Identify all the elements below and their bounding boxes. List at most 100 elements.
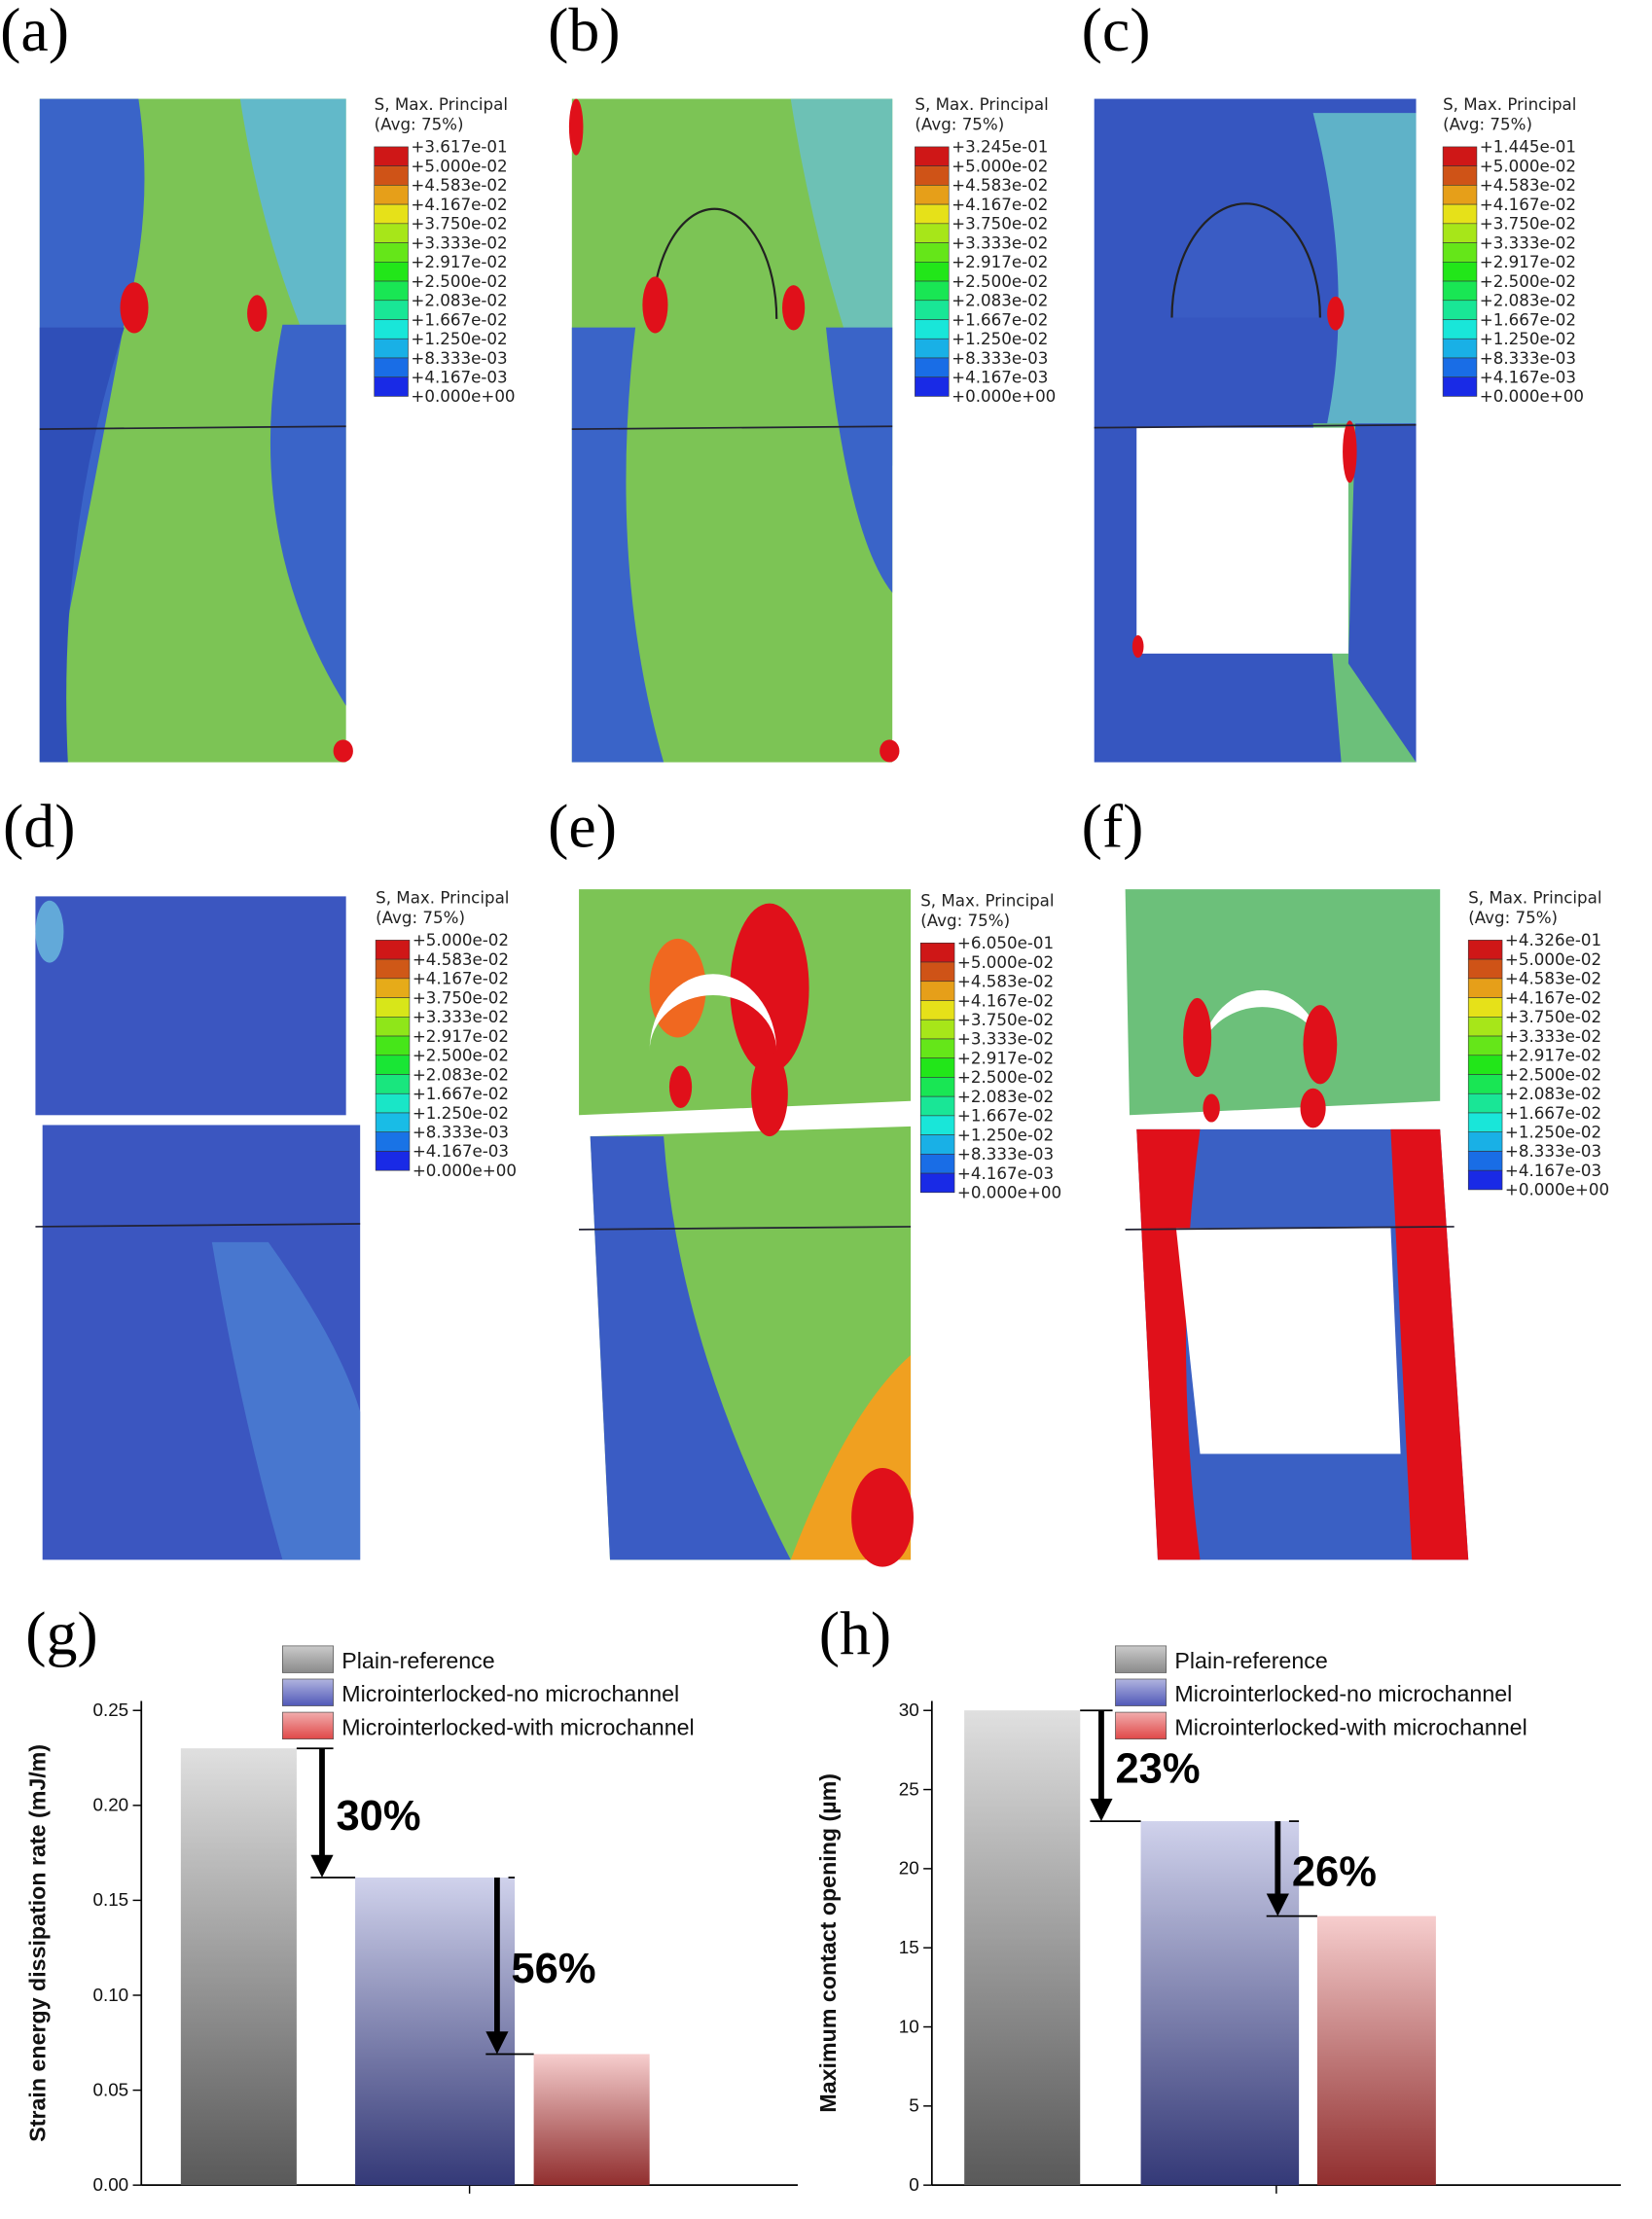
- legend-title: S, Max. Principal: [1443, 95, 1576, 114]
- legend-band: [919, 1077, 955, 1097]
- legend-band: [374, 300, 409, 320]
- legend-band: [915, 319, 950, 340]
- legend-level: +0.000e+00: [1505, 1181, 1609, 1199]
- legend-level: +4.167e-02: [1480, 196, 1576, 214]
- legend-level: +0.000e+00: [952, 387, 1056, 406]
- legend-level: +2.500e-02: [411, 272, 507, 291]
- legend-band: [919, 1038, 955, 1058]
- y-tick-label: 5: [909, 2095, 919, 2116]
- legend-level: +3.333e-02: [1480, 233, 1576, 252]
- legend-band: [375, 1092, 411, 1114]
- interface-line: [571, 425, 893, 430]
- legend-level: +0.000e+00: [413, 1162, 517, 1180]
- legend-label: Plain-reference: [1174, 1648, 1327, 1673]
- legend-title: S, Max. Principal: [375, 95, 508, 114]
- legend-band: [374, 242, 409, 263]
- hole: [1175, 1228, 1401, 1454]
- legend-band: [1442, 203, 1478, 225]
- interface-line: [35, 1223, 361, 1228]
- legend-band: [915, 165, 950, 186]
- legend-band: [375, 1055, 411, 1075]
- legend-band: [374, 319, 409, 340]
- legend-band: [374, 185, 409, 205]
- legend-band: [374, 223, 409, 243]
- panel-label: (d): [3, 792, 75, 861]
- bar-shade: [533, 2054, 650, 2186]
- y-tick-label: 0: [909, 2174, 919, 2195]
- legend-band: [374, 376, 409, 397]
- legend-band: [919, 942, 955, 963]
- legend-level: +1.250e-02: [413, 1104, 509, 1123]
- legend-title: S, Max. Principal: [1468, 889, 1601, 908]
- legend-band: [1442, 262, 1478, 282]
- legend-band: [374, 262, 409, 282]
- y-tick-label: 10: [899, 2016, 919, 2036]
- legend-level: +3.617e-01: [411, 138, 507, 157]
- legend-level: +8.333e-03: [952, 349, 1048, 368]
- legend-swatch: [1115, 1678, 1167, 1706]
- region: [590, 1136, 791, 1560]
- legend-level: +5.000e-02: [957, 953, 1054, 972]
- legend-band: [915, 338, 950, 359]
- legend-band: [1467, 1092, 1503, 1114]
- y-axis-label: Strain energy dissipation rate (mJ/m): [25, 1744, 51, 2142]
- hotspot: [333, 739, 353, 763]
- interface-line: [1094, 423, 1417, 429]
- legend-subtitle: (Avg: 75%): [915, 115, 1004, 133]
- legend-band: [915, 376, 950, 397]
- y-tick-label: 0.00: [92, 2174, 128, 2195]
- legend-level: +4.167e-02: [957, 991, 1054, 1010]
- legend-band: [1467, 978, 1503, 998]
- legend-label: Microinterlocked-no microchannel: [1174, 1681, 1512, 1706]
- legend-band: [919, 1134, 955, 1155]
- region: [35, 900, 64, 963]
- hotspot: [880, 739, 900, 763]
- legend-level: +1.667e-02: [413, 1085, 509, 1103]
- legend-label: Microinterlocked-with microchannel: [341, 1714, 694, 1739]
- legend-level: +2.083e-02: [411, 292, 507, 310]
- legend-title: S, Max. Principal: [920, 892, 1054, 911]
- legend-level: +1.667e-02: [1480, 310, 1576, 329]
- region: [211, 1241, 361, 1560]
- legend-subtitle: (Avg: 75%): [376, 909, 465, 927]
- legend-band: [915, 242, 950, 263]
- legend-band: [375, 1035, 411, 1056]
- legend-band: [375, 1017, 411, 1037]
- body: [35, 896, 346, 1116]
- legend-swatch: [1115, 1711, 1167, 1740]
- legend-level: +8.333e-03: [1505, 1142, 1601, 1161]
- legend-band: [1467, 1169, 1503, 1191]
- annotation: 30%: [336, 1793, 420, 1840]
- hotspot: [751, 1052, 788, 1137]
- legend-level: +2.500e-02: [957, 1068, 1054, 1087]
- legend-level: +1.667e-02: [1505, 1104, 1601, 1123]
- legend-level: +5.000e-02: [1480, 157, 1576, 175]
- legend-band: [1442, 185, 1478, 205]
- region: [269, 324, 346, 706]
- legend-level: +5.000e-02: [411, 157, 507, 175]
- hole: [649, 974, 777, 1053]
- bar-shade: [1316, 1915, 1436, 2186]
- y-tick-label: 0.25: [92, 1700, 128, 1720]
- legend-band: [1442, 280, 1478, 302]
- hole: [1200, 989, 1325, 1053]
- legend-level: +4.583e-02: [1480, 176, 1576, 195]
- legend-band: [1442, 338, 1478, 359]
- panel-label: (b): [548, 0, 620, 64]
- legend-level: +3.333e-02: [1505, 1027, 1601, 1046]
- legend-level: +2.917e-02: [952, 253, 1048, 271]
- legend-band: [919, 1057, 955, 1078]
- legend-level: +4.167e-03: [1480, 369, 1576, 387]
- legend-label: Microinterlocked-with microchannel: [1174, 1714, 1526, 1739]
- legend-level: +2.083e-02: [1480, 292, 1576, 310]
- legend-level: +3.333e-02: [952, 233, 1048, 252]
- legend-level: +0.000e+00: [957, 1184, 1061, 1202]
- legend-subtitle: (Avg: 75%): [1468, 909, 1558, 927]
- legend-band: [375, 978, 411, 998]
- legend-band: [919, 1172, 955, 1194]
- legend-band: [375, 958, 411, 980]
- legend-level: +1.667e-02: [957, 1107, 1054, 1126]
- legend-level: +8.333e-03: [1480, 349, 1576, 368]
- legend-band: [915, 223, 950, 243]
